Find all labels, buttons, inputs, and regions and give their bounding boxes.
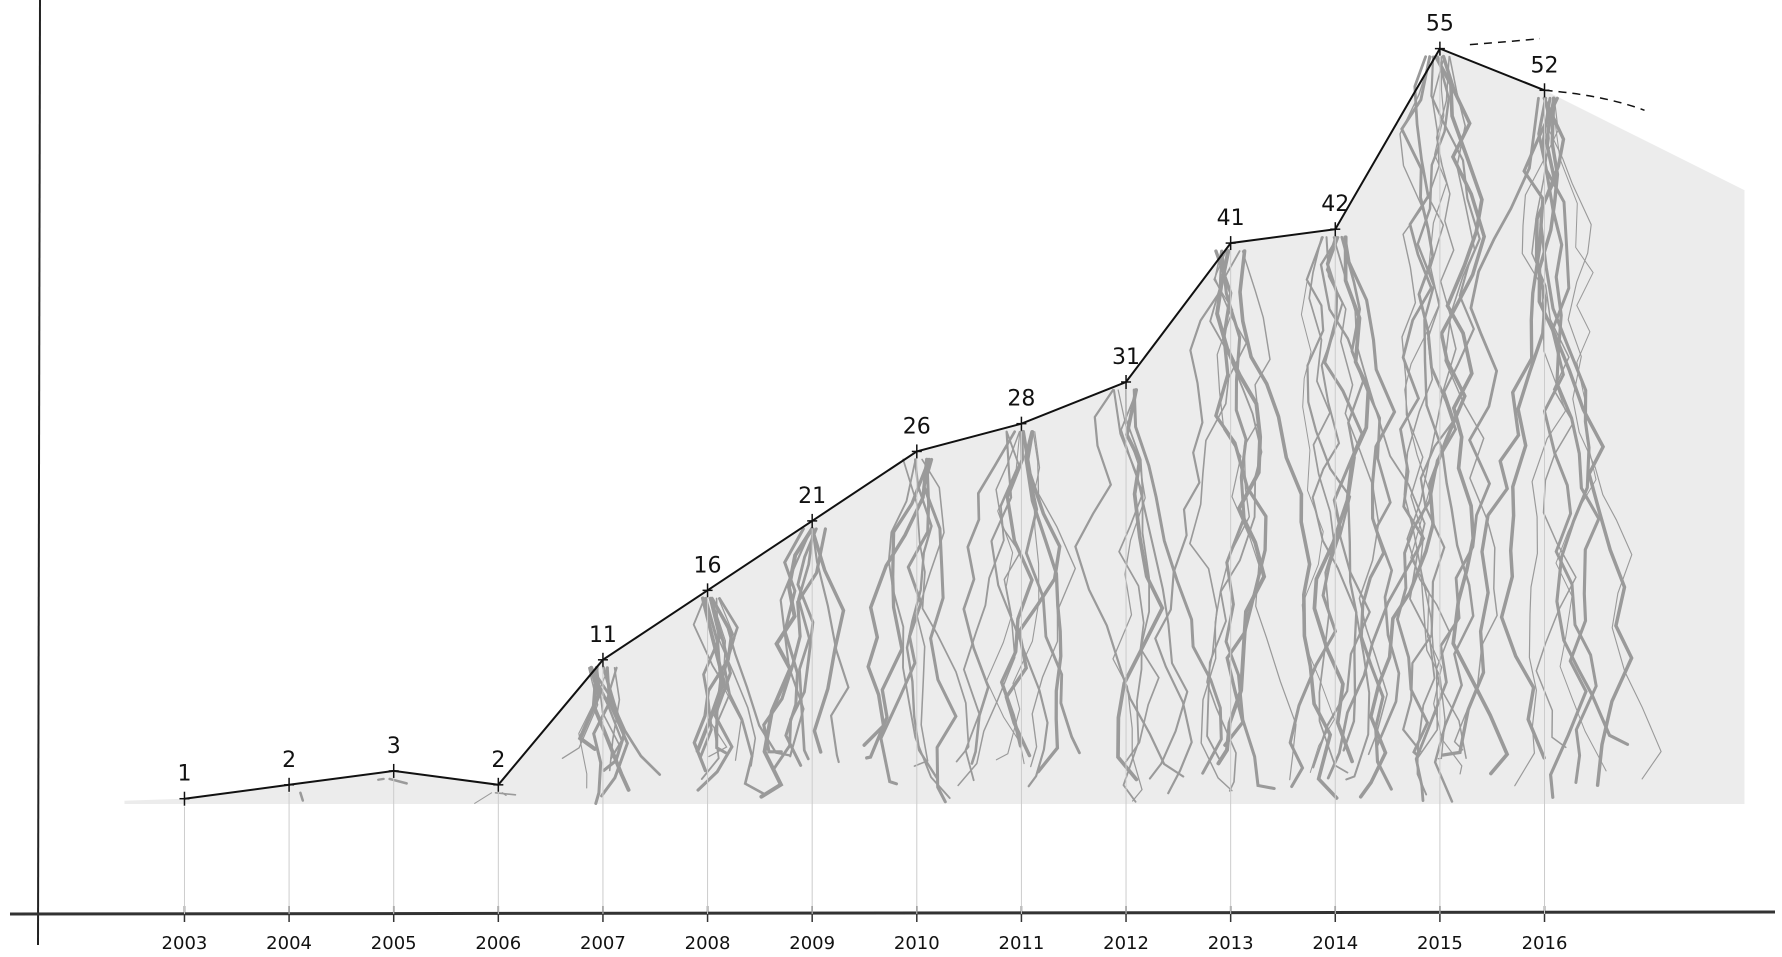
x-tick-label: 2015 — [1417, 933, 1463, 954]
x-tick-label: 2012 — [1103, 933, 1149, 954]
x-axis-line — [10, 912, 1775, 914]
x-tick-label: 2003 — [162, 933, 208, 954]
x-tick-label: 2004 — [266, 933, 312, 954]
x-tick-label: 2008 — [685, 933, 731, 954]
root-stroke — [378, 779, 383, 780]
x-tick-label: 2007 — [580, 933, 626, 954]
x-tick-label: 2006 — [475, 933, 521, 954]
point-label: 28 — [1007, 387, 1035, 412]
point-label: 3 — [387, 734, 401, 759]
point-label: 42 — [1321, 192, 1349, 217]
texture-fill — [124, 49, 1744, 804]
point-label: 41 — [1217, 206, 1245, 231]
point-label: 21 — [798, 484, 826, 509]
x-tick-label: 2016 — [1522, 933, 1568, 954]
point-label: 11 — [589, 623, 617, 648]
point-label: 31 — [1112, 345, 1140, 370]
x-tick-label: 2011 — [999, 933, 1045, 954]
x-tick-label: 2010 — [894, 933, 940, 954]
point-label: 1 — [177, 762, 191, 787]
point-label: 16 — [694, 553, 722, 578]
x-tick-label: 2014 — [1312, 933, 1358, 954]
x-tick-label: 2009 — [789, 933, 835, 954]
dashed-extension — [1470, 39, 1540, 45]
point-label: 2 — [282, 748, 296, 773]
point-label: 2 — [491, 748, 505, 773]
x-tick-label: 2005 — [371, 933, 417, 954]
y-axis-line — [38, 0, 40, 945]
chart: 1 2003 2 2004 3 2005 2 2006 11 2007 16 2008 21 2009 26… — [0, 0, 1782, 957]
point-label: 26 — [903, 414, 931, 439]
point-label: 55 — [1426, 12, 1454, 37]
point-label: 52 — [1531, 53, 1559, 78]
x-tick-label: 2013 — [1208, 933, 1254, 954]
texture — [124, 49, 1744, 807]
